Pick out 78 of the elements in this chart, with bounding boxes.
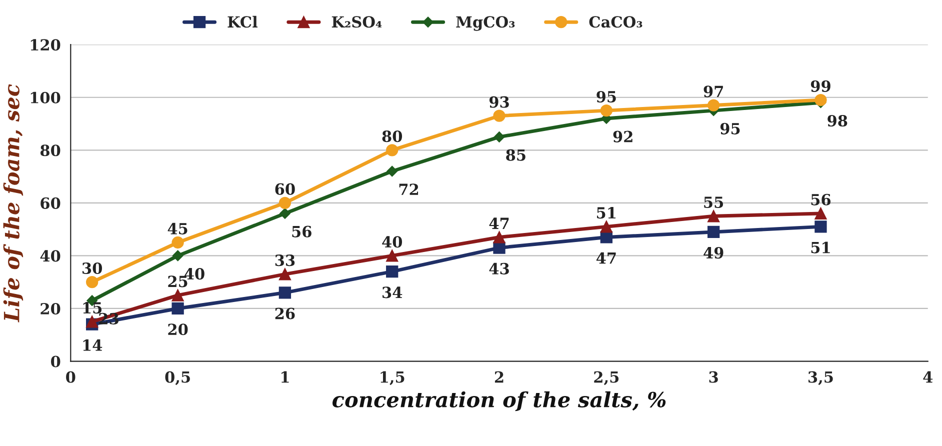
- point: [493, 231, 506, 244]
- data-label: 47: [489, 218, 509, 229]
- y-tick-label: 40: [40, 250, 60, 262]
- data-label: 85: [506, 149, 526, 161]
- point: [386, 166, 398, 177]
- point: [86, 276, 98, 288]
- point: [707, 99, 720, 112]
- data-label: 49: [704, 247, 724, 259]
- data-label: 98: [828, 114, 848, 127]
- point: [386, 265, 398, 278]
- point: [172, 236, 184, 249]
- y-tick-label: 0: [51, 356, 60, 368]
- data-label: 92: [613, 130, 632, 142]
- x-axis-title: concentration of the salts, %: [332, 391, 666, 412]
- data-label: 14: [83, 339, 102, 351]
- y-axis-title: Life of the foam, sec: [3, 84, 24, 322]
- x-tick-label: 3,5: [808, 371, 833, 386]
- data-label: 15: [83, 302, 102, 314]
- x-tick-label: 3: [709, 371, 718, 383]
- point: [172, 289, 184, 302]
- data-label: 95: [596, 90, 616, 103]
- point: [707, 210, 720, 222]
- x-tick-label: 4: [923, 371, 933, 383]
- point: [278, 286, 292, 299]
- point: [814, 220, 827, 233]
- x-tick-label: 2: [494, 371, 504, 383]
- point: [600, 104, 612, 117]
- point: [814, 94, 827, 106]
- y-tick-label: 20: [40, 302, 60, 315]
- point: [280, 208, 290, 219]
- point: [386, 144, 398, 156]
- point: [172, 250, 184, 262]
- x-tick-label: 0: [66, 371, 76, 383]
- point: [278, 196, 292, 210]
- legend-label: CaCO₃: [589, 16, 642, 28]
- data-label: 51: [597, 207, 616, 219]
- data-label: 30: [82, 262, 102, 274]
- point: [278, 268, 292, 280]
- data-label: 40: [382, 236, 402, 248]
- data-label: 43: [489, 262, 509, 274]
- point: [493, 242, 506, 254]
- y-tick-label: 80: [40, 144, 60, 156]
- data-label: 60: [275, 183, 295, 195]
- data-label: 34: [382, 286, 402, 298]
- data-label: 51: [811, 242, 830, 254]
- data-label: 33: [275, 254, 295, 266]
- point: [600, 220, 612, 233]
- data-label: 72: [399, 184, 418, 195]
- data-label: 45: [168, 222, 188, 234]
- data-label: 47: [596, 252, 616, 264]
- data-label: 26: [275, 308, 295, 320]
- point: [707, 226, 720, 238]
- y-tick-label: 120: [30, 39, 60, 51]
- data-label: 20: [168, 324, 188, 336]
- data-label: 55: [704, 196, 724, 208]
- x-tick-label: 0,5: [165, 371, 190, 386]
- point: [86, 316, 98, 328]
- legend-label: KCl: [228, 16, 258, 28]
- x-tick-label: 2,5: [594, 371, 619, 386]
- data-label: 95: [720, 122, 740, 134]
- data-label: 97: [704, 86, 723, 98]
- data-label: 80: [382, 130, 402, 142]
- data-label: 23: [99, 312, 118, 324]
- y-tick-label: 60: [40, 197, 60, 209]
- data-label: 56: [811, 194, 831, 206]
- legend-label: K₂SO₄: [332, 16, 382, 28]
- y-tick-label: 100: [30, 92, 60, 104]
- x-tick-label: 1: [282, 371, 289, 383]
- x-tick-label: 1,5: [380, 371, 404, 386]
- data-label: 93: [489, 96, 509, 108]
- point: [172, 302, 184, 315]
- point: [494, 132, 505, 142]
- data-label: 56: [292, 226, 312, 238]
- point: [493, 110, 506, 122]
- point: [386, 250, 398, 262]
- data-label: 99: [810, 80, 830, 92]
- point: [814, 207, 827, 220]
- legend-label: MgCO₃: [456, 16, 515, 31]
